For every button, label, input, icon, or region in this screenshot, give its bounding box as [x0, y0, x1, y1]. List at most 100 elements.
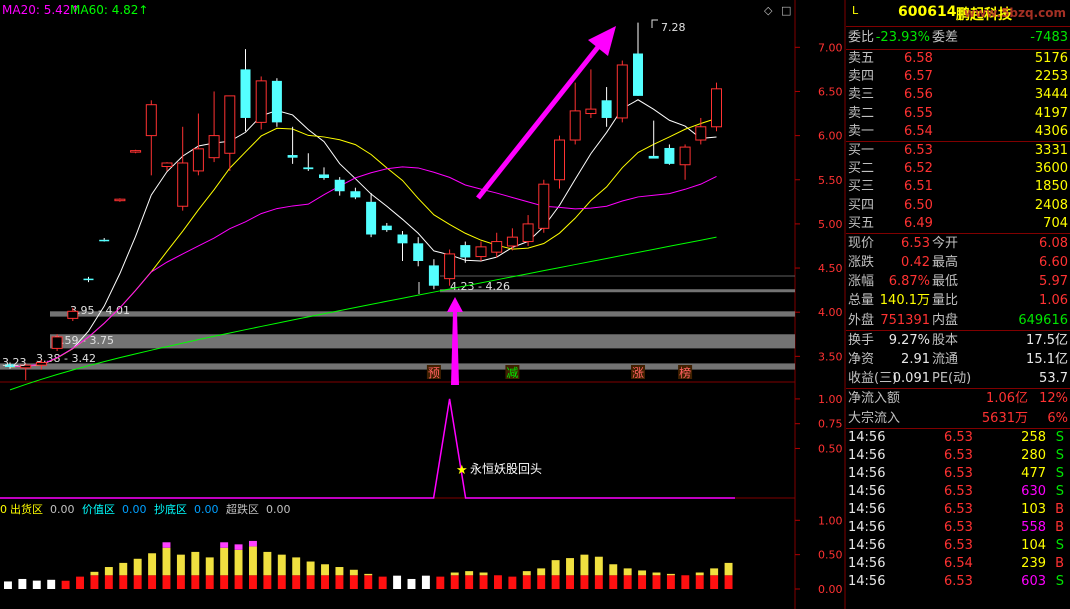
- candle-body-down: [366, 201, 377, 235]
- stock-code[interactable]: 600614: [898, 4, 957, 20]
- buy-level-volume: 3331: [1034, 142, 1068, 158]
- buy-level-volume: 704: [1043, 215, 1068, 231]
- bar-yellow: [104, 567, 113, 576]
- weibi-row: 委比 -23.93% 委差 -7483: [846, 27, 1070, 49]
- support-zone: [50, 311, 795, 317]
- bar-yellow: [162, 547, 171, 576]
- candle-body-up: [444, 253, 456, 280]
- candle-body-up: [585, 108, 597, 115]
- tick-volume: 104: [1021, 537, 1046, 553]
- bar-red: [494, 575, 502, 589]
- fund-label: 股本: [932, 332, 959, 348]
- weicha-value: -7483: [1030, 30, 1068, 45]
- tick-price: 6.53: [944, 448, 973, 464]
- tick-row: 14:56 6.53 103 B: [846, 501, 1070, 519]
- quote-label: 总量: [848, 293, 875, 309]
- bar-yellow: [176, 554, 185, 576]
- price-tick-label: 6.50: [818, 85, 843, 98]
- quote-label: 今开: [932, 235, 959, 251]
- bar-red: [594, 575, 603, 589]
- bar-red: [364, 575, 373, 589]
- ma5-line: [9, 99, 717, 368]
- bar-yellow: [638, 570, 647, 576]
- tick-price: 6.53: [944, 501, 973, 517]
- bar-yellow: [263, 551, 272, 576]
- tick-time: 14:56: [848, 501, 886, 517]
- sell-level-row: 卖一 6.54 4306: [846, 123, 1070, 141]
- buy-level-row: 买五 6.49 704: [846, 215, 1070, 233]
- flow-label: 净流入额: [848, 391, 901, 407]
- bar-red: [695, 575, 704, 589]
- buy-level-label: 买四: [848, 197, 875, 213]
- candle-body-up: [192, 148, 204, 172]
- sell-book: 卖五 6.58 5176 卖四 6.57 2253 卖三 6.56 3444 卖二 6.55 4197…: [846, 50, 1070, 142]
- bar-yellow: [205, 557, 214, 576]
- event-marker: 涨: [632, 365, 644, 380]
- bar-red: [710, 575, 719, 589]
- quote-label: 量比: [932, 293, 959, 309]
- bar-red: [724, 575, 733, 589]
- candle-body-up: [208, 135, 220, 159]
- candle-body-down: [633, 53, 643, 96]
- candle-body-up: [554, 139, 565, 181]
- bar-yellow: [724, 562, 733, 576]
- buy-level-volume: 1850: [1034, 179, 1068, 195]
- bar-yellow: [623, 568, 632, 576]
- candle-body-down: [381, 225, 392, 231]
- bar-red: [623, 575, 632, 589]
- price-tick-label: 4.50: [818, 262, 843, 275]
- bar-yellow: [594, 556, 603, 576]
- bar-red: [234, 575, 243, 589]
- event-marker-bg: [678, 365, 693, 379]
- stock-header: L 600614 鹏起科技 www.5bzq.com: [846, 0, 1070, 27]
- tick-volume: 603: [1021, 573, 1046, 589]
- sell-level-label: 卖一: [848, 123, 875, 139]
- candle-body-up: [711, 88, 722, 128]
- candle-body-down: [350, 191, 361, 198]
- weicha-label: 委差: [932, 30, 959, 45]
- tick-row: 14:56 6.53 558 B: [846, 519, 1070, 537]
- bar-red: [681, 575, 690, 589]
- flow-pct: 6%: [1047, 410, 1068, 426]
- tick-side: S: [1055, 448, 1064, 464]
- low-price-label: 3.23: [2, 356, 27, 369]
- fund-row: 收益(三) 0.091 PE(动) 53.7: [846, 369, 1070, 388]
- signal-line: [0, 398, 735, 499]
- quote-value: 649616: [1018, 312, 1068, 328]
- tick-side: S: [1055, 573, 1064, 589]
- candle-body-up: [161, 162, 173, 168]
- sell-level-price: 6.58: [904, 51, 933, 66]
- tick-row: 14:56 6.53 104 S: [846, 537, 1070, 555]
- bar-yellow: [349, 569, 358, 576]
- quote-value: 0.42: [901, 255, 930, 271]
- buy-level-price: 6.52: [904, 161, 933, 177]
- bar-red: [652, 575, 661, 589]
- bar-tick-label: 1.00: [818, 514, 843, 527]
- bar-red: [191, 575, 200, 589]
- fundamentals: 换手 9.27% 股本 17.5亿 净资 2.91 流通 15.1亿 收益(三) 0.091 PE(…: [846, 331, 1070, 390]
- tick-side: S: [1055, 466, 1064, 482]
- event-marker: 减: [506, 366, 518, 380]
- bar-yellow: [695, 572, 704, 576]
- bar-red: [162, 575, 171, 589]
- bar-magenta: [162, 542, 171, 548]
- bar-red: [378, 576, 387, 589]
- bar-white: [421, 575, 430, 589]
- flow-row: 净流入额 1.06亿 12%: [846, 389, 1070, 409]
- up-arrow-shaft: [451, 312, 459, 385]
- tick-list[interactable]: 14:56 6.53 258 S 14:56 6.53 280 S 14:56 6.53 477 S 1…: [846, 429, 1070, 590]
- bar-yellow: [364, 573, 373, 576]
- high-marker: [651, 19, 658, 28]
- tick-row: 14:56 6.53 477 S: [846, 465, 1070, 483]
- tick-time: 14:56: [848, 555, 886, 571]
- quote-label: 现价: [848, 235, 875, 251]
- candle-body-down: [99, 239, 110, 242]
- tick-row: 14:56 6.53 258 S: [846, 429, 1070, 447]
- bar-legend-name: 抄底区: [154, 502, 187, 516]
- flow-value: 5631万: [981, 410, 1028, 426]
- candle-body-up: [35, 362, 47, 366]
- tick-time: 14:56: [848, 573, 886, 589]
- buy-level-row: 买三 6.51 1850: [846, 178, 1070, 196]
- bar-yellow: [191, 551, 200, 576]
- bar-red: [133, 575, 142, 589]
